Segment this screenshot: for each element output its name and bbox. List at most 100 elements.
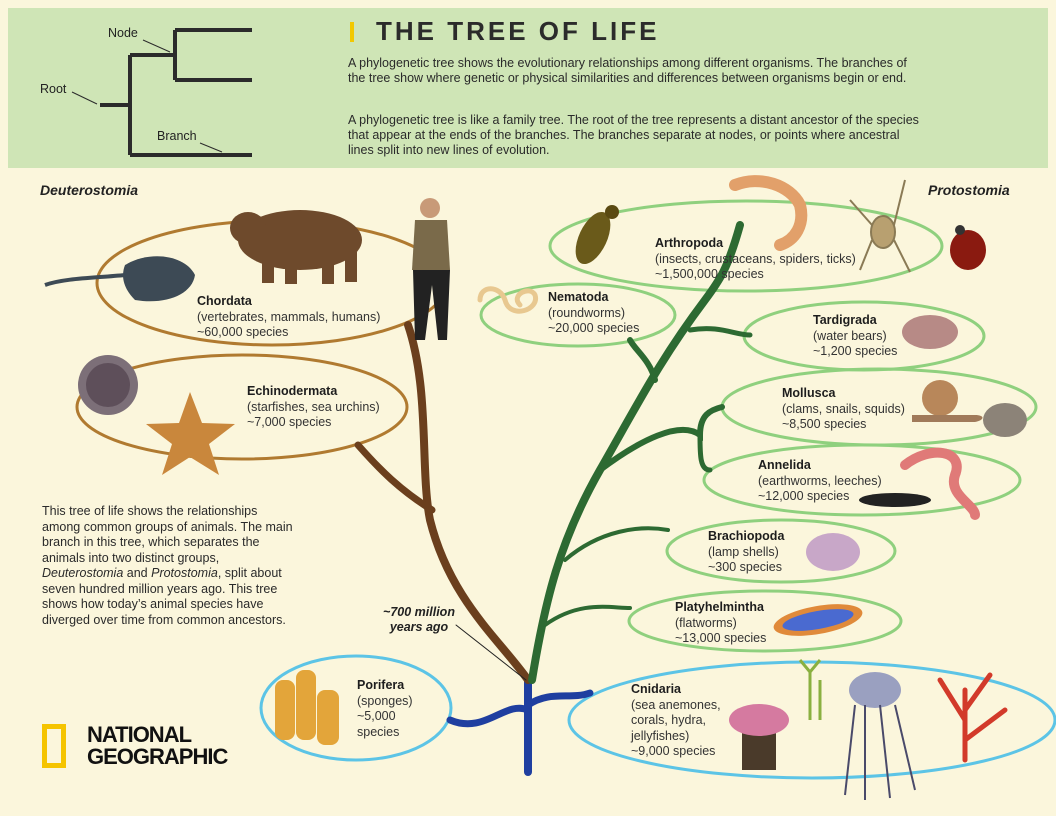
logo-wordmark: NATIONAL GEOGRAPHIC bbox=[87, 722, 228, 769]
group-count: ~60,000 species bbox=[197, 325, 289, 339]
jellyfish-icon bbox=[844, 672, 916, 800]
group-nematoda: Nematoda (roundworms) ~20,000 species bbox=[548, 290, 639, 337]
protostome-trunk bbox=[528, 221, 744, 684]
group-name: Tardigrada bbox=[813, 313, 877, 327]
group-name: Annelida bbox=[758, 458, 811, 472]
protostomia-label: Protostomia bbox=[928, 182, 1010, 198]
yellow-frame-icon bbox=[42, 724, 66, 768]
annelida-branch bbox=[697, 432, 713, 473]
sponge-icon bbox=[275, 670, 339, 745]
leech-icon bbox=[859, 493, 931, 507]
oval-brachiopoda bbox=[665, 518, 897, 584]
spider-icon bbox=[849, 179, 911, 273]
flatworm-icon bbox=[773, 604, 863, 636]
group-name: Nematoda bbox=[548, 290, 609, 304]
coral-icon bbox=[937, 672, 1008, 763]
tick-icon bbox=[950, 225, 986, 270]
group-description: (lamp shells) bbox=[708, 544, 779, 559]
group-arthropoda: Arthropoda (insects, crustaceans, spider… bbox=[655, 236, 856, 283]
beetle-icon bbox=[575, 205, 619, 265]
stingray-icon bbox=[44, 256, 195, 302]
mini-tree bbox=[100, 28, 252, 157]
group-cnidaria: Cnidaria (sea anemones, corals, hydra, j… bbox=[631, 682, 721, 760]
header-panel bbox=[8, 8, 1048, 168]
oval-cnidaria bbox=[567, 660, 1056, 780]
group-name: Arthropoda bbox=[655, 236, 724, 250]
group-tardigrada: Tardigrada (water bears) ~1,200 species bbox=[813, 313, 897, 360]
branch-label: Branch bbox=[157, 129, 197, 143]
deuterostome-trunk bbox=[404, 321, 532, 684]
sea-anemone-icon bbox=[729, 704, 789, 770]
group-description: (roundworms) bbox=[548, 305, 626, 320]
group-description: (clams, snails, squids) bbox=[782, 401, 905, 416]
node-label: Node bbox=[108, 26, 138, 40]
group-platyhelmintha: Platyhelmintha (flatworms) ~13,000 speci… bbox=[675, 600, 766, 647]
group-description-line-2: corals, hydra, bbox=[631, 713, 707, 727]
sea-urchin-icon bbox=[78, 355, 138, 415]
group-description-line-1: (sea anemones, bbox=[631, 697, 721, 712]
group-count: ~20,000 species bbox=[548, 321, 640, 335]
group-name: Platyhelmintha bbox=[675, 600, 764, 614]
human-icon bbox=[412, 198, 450, 340]
mini-tree-pointers bbox=[71, 39, 223, 153]
group-name: Mollusca bbox=[782, 386, 836, 400]
split-time-line-1: ~700 million bbox=[383, 605, 455, 619]
platyhelmintha-branch bbox=[543, 604, 632, 627]
summary-text: This tree of life shows the relationship… bbox=[42, 504, 294, 628]
group-count: ~7,000 species bbox=[247, 415, 332, 429]
group-porifera: Porifera (sponges) ~5,000 species bbox=[357, 678, 413, 740]
starfish-icon bbox=[146, 392, 235, 475]
group-count: ~1,500,000 species bbox=[655, 267, 764, 281]
clam-icon bbox=[983, 403, 1027, 437]
oval-nematoda bbox=[479, 282, 677, 348]
group-description: (starfishes, sea urchins) bbox=[247, 399, 380, 414]
group-count: ~5,000 bbox=[357, 709, 396, 723]
split-time-annotation: ~700 million years ago bbox=[380, 605, 458, 635]
group-brachiopoda: Brachiopoda (lamp shells) ~300 species bbox=[708, 529, 784, 576]
tardigrada-branch bbox=[687, 326, 753, 338]
group-description: (water bears) bbox=[813, 328, 887, 343]
group-annelida: Annelida (earthworms, leeches) ~12,000 s… bbox=[758, 458, 882, 505]
group-count-unit: species bbox=[357, 724, 400, 739]
oval-echinodermata bbox=[75, 353, 409, 461]
summary-protostomia: Protostomia bbox=[151, 566, 218, 580]
group-count: ~9,000 species bbox=[631, 744, 716, 758]
group-description: (insects, crustaceans, spiders, ticks) bbox=[655, 251, 856, 266]
summary-part: This tree of life shows the relationship… bbox=[42, 504, 293, 565]
bear-icon bbox=[230, 210, 362, 284]
group-count: ~1,200 species bbox=[813, 344, 898, 358]
summary-part: and bbox=[123, 566, 152, 580]
group-description: (earthworms, leeches) bbox=[758, 473, 882, 488]
root-label: Root bbox=[40, 82, 67, 96]
brachiopoda-branch bbox=[563, 526, 670, 562]
earthworm-icon bbox=[900, 447, 980, 520]
oval-platyhelmintha bbox=[627, 589, 903, 653]
logo-line-1: NATIONAL bbox=[87, 722, 192, 747]
logo-line-2: GEOGRAPHIC bbox=[87, 744, 228, 769]
group-name: Echinodermata bbox=[247, 384, 338, 398]
group-mollusca: Mollusca (clams, snails, squids) ~8,500 … bbox=[782, 386, 905, 433]
group-count: ~12,000 species bbox=[758, 489, 850, 503]
group-description-line-3: jellyfishes) bbox=[631, 728, 690, 743]
group-count: ~8,500 species bbox=[782, 417, 867, 431]
group-echinodermata: Echinodermata (starfishes, sea urchins) … bbox=[247, 384, 380, 431]
title-accent-bar bbox=[350, 22, 354, 42]
snail-icon bbox=[912, 380, 983, 422]
intro-paragraph-1: A phylogenetic tree shows the evolutiona… bbox=[348, 56, 907, 85]
oval-porifera bbox=[259, 654, 453, 762]
shrimp-icon bbox=[729, 175, 808, 251]
group-description: (sponges) bbox=[357, 693, 413, 708]
group-chordata: Chordata (vertebrates, mammals, humans) … bbox=[197, 294, 380, 341]
group-name: Chordata bbox=[197, 294, 252, 308]
oval-annelida bbox=[702, 443, 1022, 517]
group-name: Porifera bbox=[357, 678, 405, 692]
intro-paragraph-2: A phylogenetic tree is like a family tre… bbox=[348, 113, 919, 157]
mollusca-annelida-branch bbox=[597, 404, 725, 473]
summary-deuterostomia: Deuterostomia bbox=[42, 566, 124, 580]
group-name: Cnidaria bbox=[631, 682, 682, 696]
cnidaria-branch bbox=[524, 689, 594, 709]
group-name: Brachiopoda bbox=[708, 529, 785, 543]
hydra-icon bbox=[798, 659, 822, 720]
echinodermata-branch bbox=[354, 441, 436, 514]
